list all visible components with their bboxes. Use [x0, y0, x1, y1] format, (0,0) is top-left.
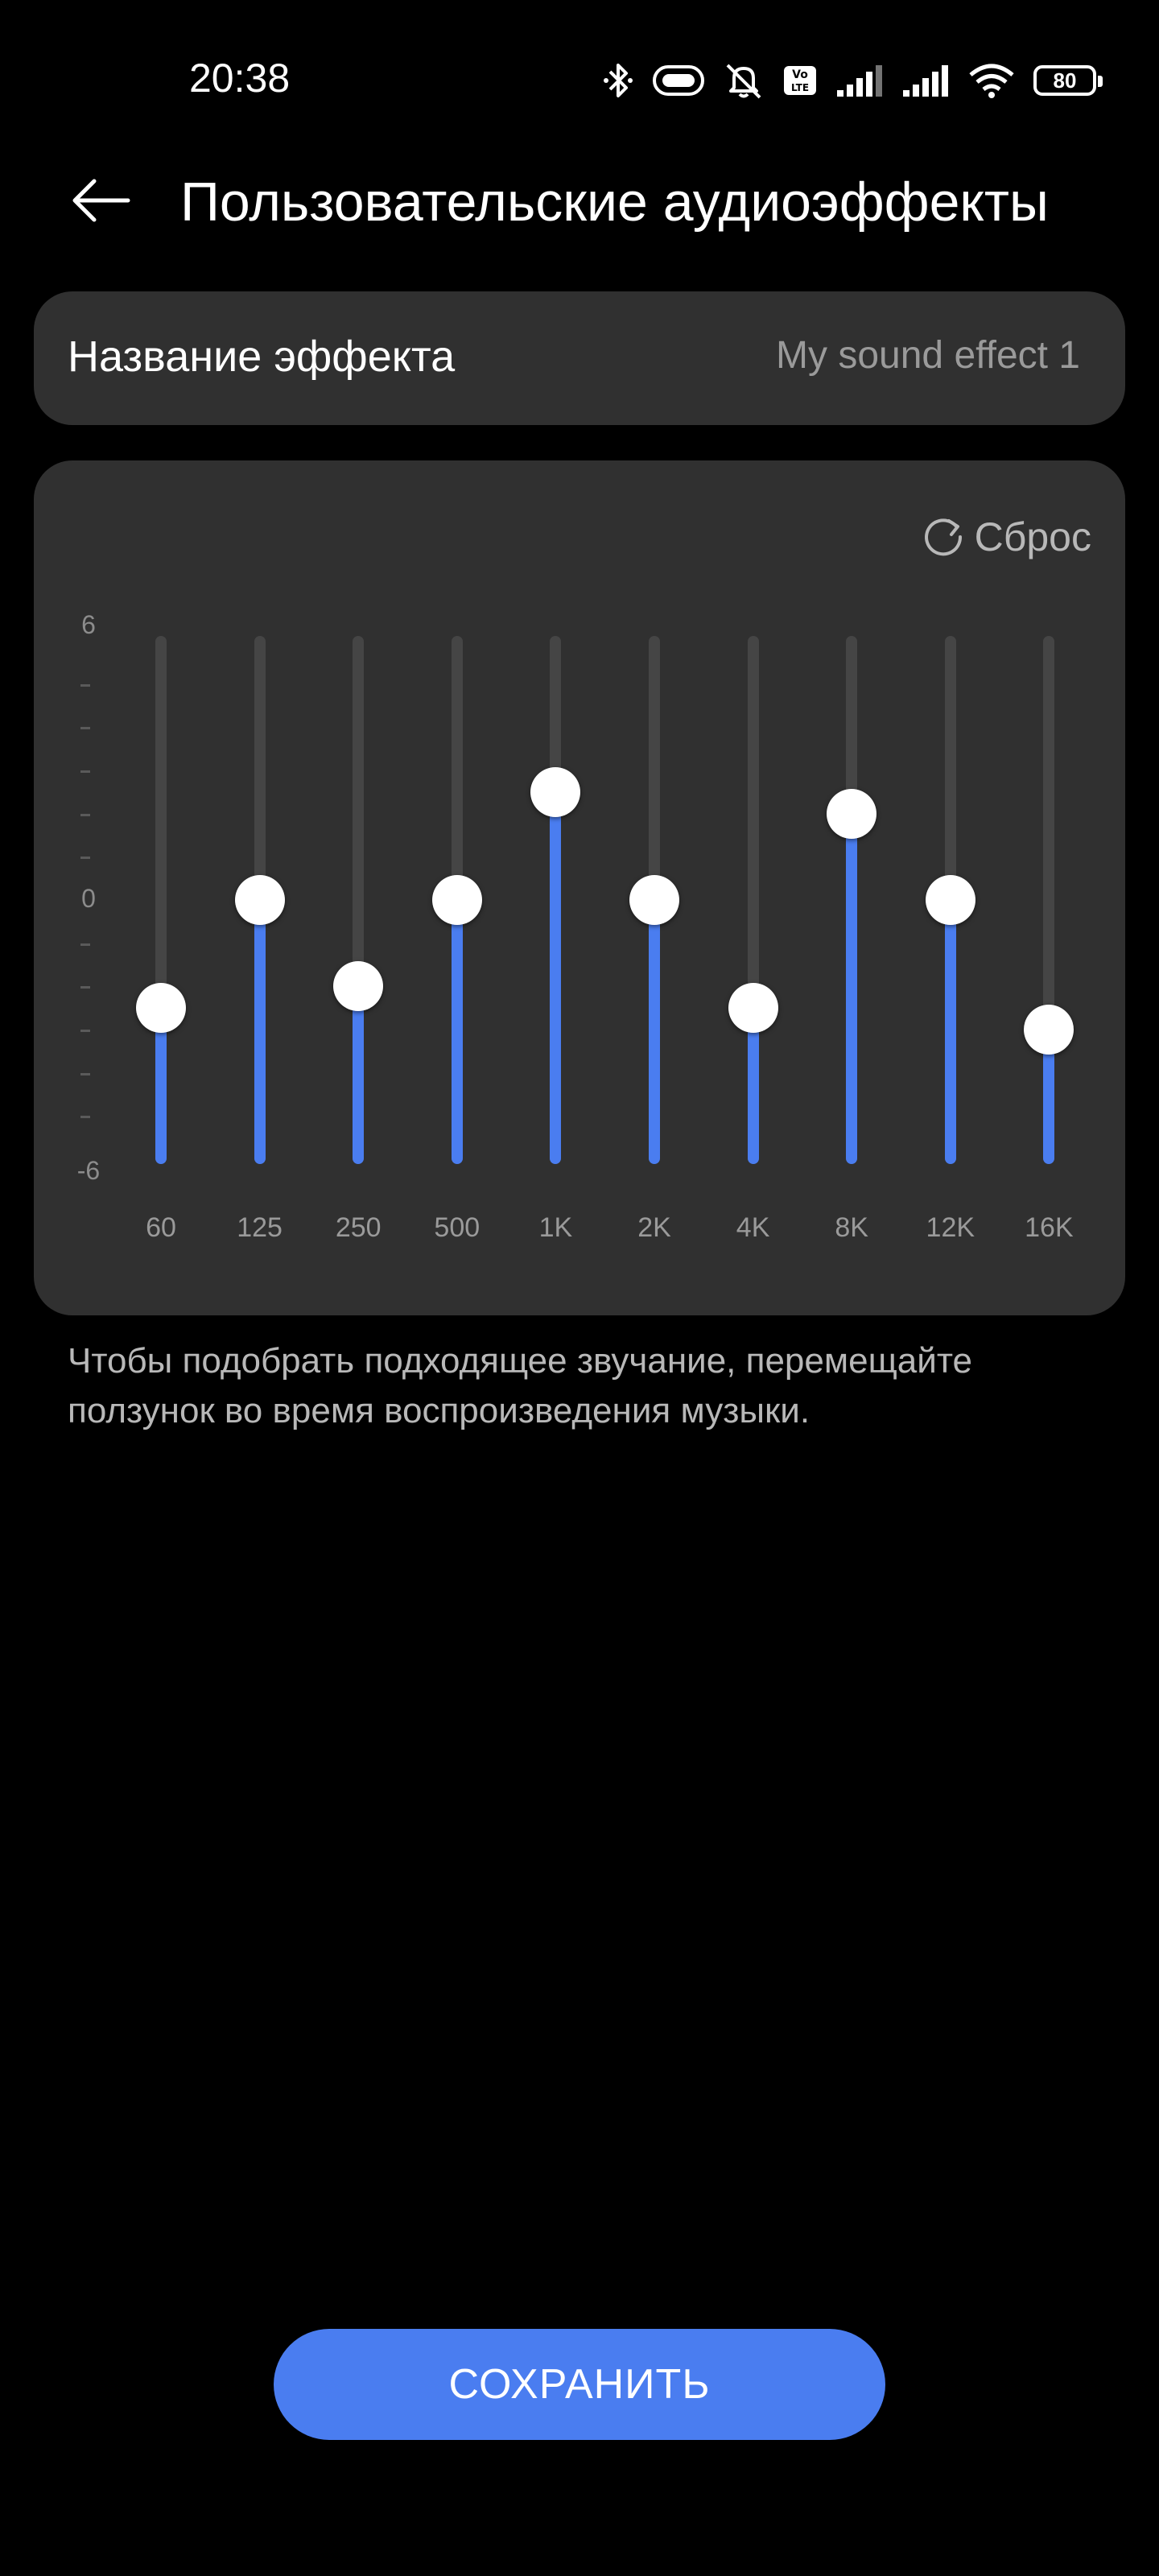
scale-mid-label: 0 [81, 884, 96, 913]
eq-slider-handle[interactable] [333, 961, 384, 1012]
status-time: 20:38 [189, 56, 291, 101]
eq-slider-handle[interactable] [136, 983, 186, 1034]
back-button[interactable] [64, 164, 137, 237]
eq-band-125: 125 [212, 460, 308, 1315]
eq-slider-fill [254, 900, 266, 1164]
svg-text:Vo: Vo [792, 68, 808, 81]
eq-slider-fill [550, 791, 562, 1164]
scale-tick [80, 986, 90, 989]
scale-tick [80, 1072, 90, 1075]
eq-slider-fill [944, 900, 956, 1164]
arrow-left-icon [72, 179, 130, 222]
eq-slider-handle[interactable] [925, 875, 975, 925]
eq-slider-fill [747, 1008, 759, 1164]
scale-tick [80, 770, 90, 773]
eq-slider-fill [155, 1008, 167, 1164]
scale-tick [80, 1116, 90, 1119]
signal-1-icon [835, 58, 884, 103]
eq-slider-handle[interactable] [1024, 1005, 1074, 1055]
eq-slider-handle[interactable] [530, 766, 581, 817]
eq-slider-fill [846, 813, 858, 1164]
scale-tick [80, 683, 90, 687]
app-header: Пользовательские аудиоэффекты [0, 153, 1159, 250]
battery-icon: 80 [1033, 58, 1103, 103]
scale-max-label: 6 [81, 610, 96, 639]
silent-bell-icon [723, 58, 765, 103]
eq-band-label: 500 [434, 1212, 481, 1243]
hint-text: Чтобы подобрать подходящее звучание, пер… [68, 1341, 972, 1430]
scale-tick [80, 943, 90, 946]
scale-tick [80, 857, 90, 860]
eq-slider-handle[interactable] [629, 875, 679, 925]
eq-band-60: 60 [113, 460, 209, 1315]
scale-tick [80, 813, 90, 816]
eq-band-label: 2K [637, 1212, 671, 1243]
effect-name-row[interactable]: Название эффекта My sound effect 1 [34, 291, 1125, 425]
status-bar: 20:38 Vo LTE 80 [0, 0, 1159, 153]
eq-band-label: 1K [538, 1212, 573, 1243]
effect-name-label: Название эффекта [68, 332, 456, 381]
eq-slider-handle[interactable] [431, 875, 482, 925]
refresh-icon [924, 518, 962, 556]
eq-band-label: 12K [926, 1212, 975, 1243]
eq-band-500: 500 [409, 460, 505, 1315]
scale-tick [80, 1030, 90, 1032]
gain-scale: 6 0 -6 [34, 460, 1125, 1315]
eq-slider-handle[interactable] [827, 788, 877, 839]
signal-2-icon [901, 58, 950, 103]
eq-band-12k: 12K [902, 460, 999, 1315]
eq-band-8k: 8K [803, 460, 900, 1315]
effect-name-value[interactable]: My sound effect 1 [776, 334, 1080, 377]
svg-text:LTE: LTE [791, 82, 809, 93]
eq-slider-fill [1043, 1030, 1055, 1164]
eq-slider-fill [649, 900, 660, 1164]
eq-band-label: 8K [835, 1212, 868, 1243]
eq-band-label: 16K [1025, 1212, 1074, 1243]
eq-slider-handle[interactable] [234, 875, 285, 925]
eq-band-4k: 4K [705, 460, 802, 1315]
wifi-icon [967, 58, 1016, 103]
eq-slider-fill [353, 986, 365, 1164]
scale-tick [80, 727, 90, 730]
reset-button[interactable]: Сброс [920, 509, 1091, 565]
eq-band-label: 125 [237, 1212, 283, 1243]
eq-band-label: 60 [146, 1212, 176, 1243]
headset-battery-icon [652, 58, 705, 103]
bluetooth-icon [602, 58, 634, 103]
scale-min-label: -6 [76, 1156, 101, 1185]
reset-label: Сброс [974, 514, 1091, 559]
eq-band-label: 4K [736, 1212, 770, 1243]
battery-level: 80 [1033, 65, 1103, 96]
eq-band-16k: 16K [1000, 460, 1097, 1315]
save-button[interactable]: СОХРАНИТЬ [274, 2329, 885, 2440]
eq-band-2k: 2K [606, 460, 703, 1315]
volte-icon: Vo LTE [782, 58, 818, 103]
status-icons: Vo LTE 80 [602, 58, 1103, 103]
eq-band-250: 250 [310, 460, 406, 1315]
page-title: Пользовательские аудиоэффекты [180, 171, 1049, 233]
eq-band-1k: 1K [507, 460, 604, 1315]
eq-slider-fill [451, 900, 463, 1164]
equalizer-card: Сброс 6 0 -6 60 125 250 500 1K 2K 4K 8K 12K 16K [34, 460, 1125, 1315]
eq-slider-handle[interactable] [728, 983, 778, 1034]
eq-band-label: 250 [335, 1212, 382, 1243]
